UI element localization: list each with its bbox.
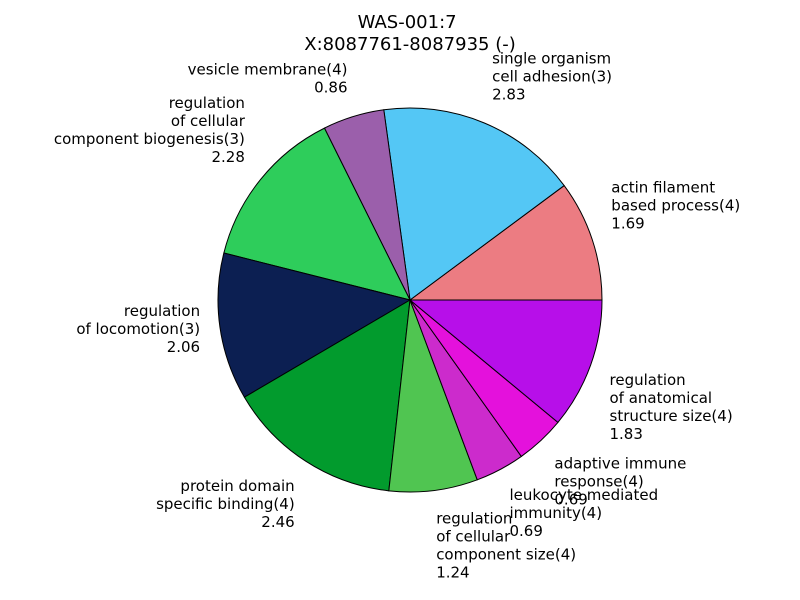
- slice-value-label: 2.46: [261, 513, 294, 531]
- slice-label-line: based process(4): [611, 197, 740, 215]
- slice-label-line: of anatomical: [610, 389, 713, 407]
- slice-value-label: 2.83: [492, 86, 525, 104]
- slice-label-line: protein domain: [180, 477, 294, 495]
- slice-label: regulation of anatomical structure size(4)…: [610, 371, 733, 443]
- slice-label-line: component biogenesis(3): [54, 130, 245, 148]
- slice-value-label: 2.28: [211, 148, 244, 166]
- slice-label-line: regulation: [124, 302, 200, 320]
- slice-label-line: specific binding(4): [156, 495, 295, 513]
- slice-label-line: regulation: [169, 94, 245, 112]
- slice-value-label: 1.69: [611, 215, 644, 233]
- slice-label-line: regulation: [610, 371, 686, 389]
- chart-title-line-2: X:8087761-8087935 (-): [304, 34, 515, 55]
- slice-label-line: component size(4): [436, 545, 576, 563]
- slice-label: single organism cell adhesion(3) 2.83: [492, 50, 612, 104]
- slice-value-label: 0.69: [554, 490, 587, 508]
- slice-label-line: response(4): [554, 472, 643, 490]
- pie-slice: [409, 185, 603, 301]
- slice-value-label: 1.24: [436, 563, 469, 581]
- pie-slice: [383, 107, 565, 301]
- slice-value-label: 0.69: [510, 522, 543, 540]
- slice-label-line: immunity(4): [510, 504, 603, 522]
- slice-value-label: 1.83: [610, 425, 643, 443]
- slice-label-line: structure size(4): [610, 407, 733, 425]
- pie-slices: [217, 107, 603, 493]
- pie-slice: [223, 127, 411, 301]
- chart-title-line-1: WAS-001:7: [358, 12, 457, 33]
- chart-title: WAS-001:7 X:8087761-8087935 (-): [304, 12, 515, 55]
- slice-label-line: of cellular: [436, 527, 511, 545]
- slice-label: actin filament based process(4) 1.69: [611, 179, 740, 233]
- slice-label-line: leukocyte mediated: [510, 486, 659, 504]
- slice-label: regulation of cellular component biogenesi…: [54, 94, 246, 166]
- slice-label: vesicle membrane(4) 0.86: [188, 60, 348, 96]
- slice-label-line: regulation: [436, 509, 512, 527]
- slice-label-line: of cellular: [171, 112, 246, 130]
- slice-label: protein domain specific binding(4) 2.46: [156, 477, 295, 531]
- slice-label: leukocyte mediated immunity(4) 0.69: [510, 486, 659, 540]
- slice-value-label: 0.86: [314, 78, 347, 96]
- pie-slice: [409, 299, 603, 423]
- pie-slice: [217, 252, 411, 398]
- slice-label: regulation of locomotion(3) 2.06: [76, 302, 200, 356]
- slice-value-label: 2.06: [167, 338, 200, 356]
- slice-label-line: vesicle membrane(4): [188, 60, 348, 78]
- slice-label-line: single organism: [492, 50, 611, 68]
- slice-label-line: adaptive immune: [554, 454, 686, 472]
- pie-slice: [243, 299, 411, 492]
- slice-label: adaptive immune response(4) 0.69: [554, 454, 686, 508]
- slice-label: regulation of cellular component size(4) 1.…: [436, 509, 576, 581]
- pie-labels: actin filament based process(4) 1.69 single…: [54, 50, 740, 582]
- slice-label-line: cell adhesion(3): [492, 68, 612, 86]
- slice-label-line: of locomotion(3): [76, 320, 200, 338]
- slice-label-line: actin filament: [611, 179, 715, 197]
